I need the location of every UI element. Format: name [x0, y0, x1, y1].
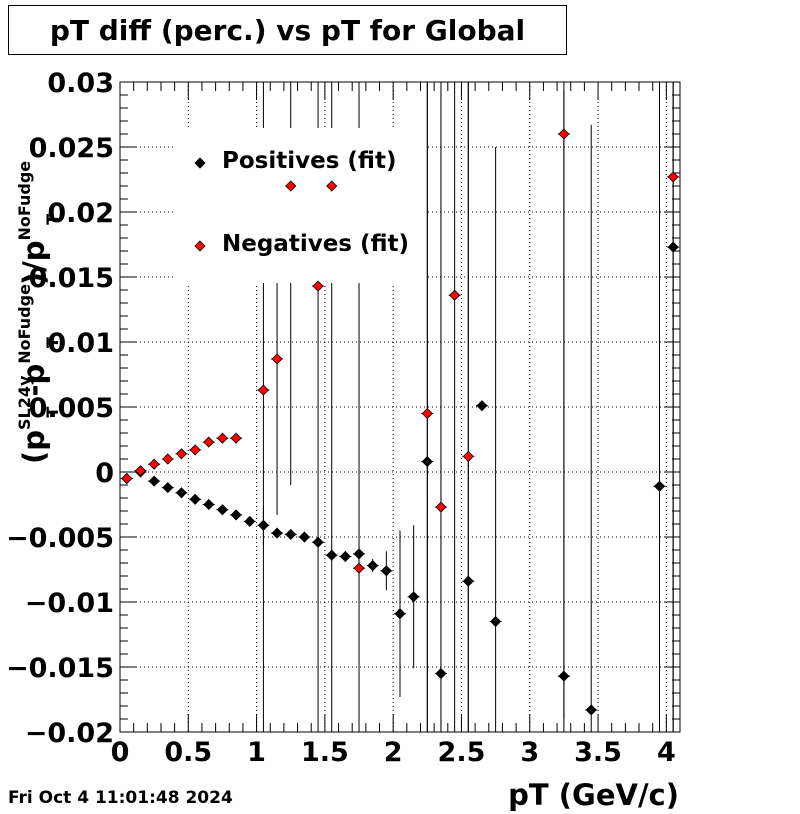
legend-marker-0 [194, 157, 206, 169]
data-point-s1-p17 [449, 289, 461, 301]
data-point-s0-p27 [558, 670, 570, 682]
data-point-s0-p14 [312, 536, 324, 548]
data-point-s0-p18 [367, 560, 379, 572]
y-tick-label-4: 0 [95, 458, 114, 489]
x-tick-label-8: 4 [657, 737, 676, 768]
x-axis-label: pT (GeV/c) [508, 778, 679, 812]
data-point-s1-p19 [558, 128, 570, 140]
data-point-s0-p7 [216, 504, 229, 516]
data-point-s0-p25 [476, 400, 488, 412]
data-point-s0-p12 [285, 528, 297, 540]
data-point-s1-p18 [462, 450, 474, 462]
data-point-s0-p19 [380, 565, 392, 577]
data-point-s1-p11 [285, 180, 297, 192]
data-point-s0-p5 [189, 493, 201, 505]
data-point-s0-p11 [271, 527, 283, 539]
data-point-s0-p8 [230, 509, 242, 521]
y-tick-label-9: 0.025 [29, 133, 114, 164]
x-tick-label-4: 2 [384, 737, 403, 768]
data-point-s0-p28 [585, 704, 597, 716]
data-point-s1-p4 [175, 448, 188, 460]
data-point-s1-p7 [216, 432, 229, 444]
tick-labels: 0 0.5 1 1.5 2 2.5 3 3.5 4 −0.02 −0.015 −0.01 −0.005 0… [6, 68, 676, 768]
data-point-s1-p1 [134, 465, 147, 477]
y-tick-label-1: −0.015 [6, 653, 114, 684]
data-point-s1-p8 [230, 432, 242, 444]
data-point-s0-p2 [148, 475, 160, 487]
data-point-s0-p13 [298, 531, 310, 543]
datestamp: Fri Oct 4 11:01:48 2024 [8, 788, 233, 808]
x-tick-label-2: 1 [247, 737, 266, 768]
y-tick-label-6: 0.01 [47, 328, 114, 359]
chart-title: pT diff (perc.) vs pT for Global [8, 5, 567, 55]
axis-ticks [119, 81, 681, 733]
data-point-s0-p23 [435, 667, 447, 680]
y-tick-label-2: −0.01 [25, 588, 114, 619]
x-tick-label-3: 1.5 [301, 737, 349, 768]
y-tick-label-10: 0.03 [47, 68, 114, 99]
data-point-s1-p14 [353, 562, 365, 574]
x-tick-label-7: 3.5 [574, 737, 622, 768]
data-point-s1-p3 [162, 453, 174, 465]
data-markers [121, 128, 679, 716]
legend-markers [194, 157, 206, 252]
legend-label-negatives: Negatives (fit) [222, 231, 410, 257]
y-tick-label-5: 0.005 [29, 393, 114, 424]
y-axis-label: (pSL24y T -pNoFudge T)/pNoFudge T [15, 161, 62, 464]
x-tick-label-0: 0 [111, 737, 130, 768]
y-tick-label-0: −0.02 [25, 718, 114, 749]
data-point-s0-p22 [421, 456, 433, 468]
data-point-s0-p21 [408, 591, 420, 603]
data-point-s1-p5 [189, 444, 201, 456]
data-point-s1-p13 [326, 180, 338, 192]
data-point-s1-p6 [203, 436, 215, 448]
data-point-s1-p12 [312, 280, 324, 292]
data-point-s1-p15 [421, 407, 433, 420]
data-point-s1-p16 [435, 501, 447, 513]
data-point-s0-p15 [326, 549, 338, 561]
data-point-s0-p20 [394, 608, 406, 620]
legend-box [176, 128, 426, 283]
data-point-s1-p2 [148, 458, 160, 470]
legend-label-positives: Positives (fit) [222, 148, 397, 174]
x-tick-label-5: 2.5 [438, 737, 486, 768]
data-point-s0-p30 [667, 241, 679, 253]
legend-marker-1 [194, 240, 206, 252]
data-point-s0-p29 [653, 480, 666, 492]
y-tick-label-7: 0.015 [29, 263, 114, 294]
data-point-s0-p9 [244, 515, 256, 527]
y-tick-label-8: 0.02 [47, 198, 114, 229]
data-point-s0-p16 [339, 550, 351, 563]
data-point-s1-p10 [271, 353, 283, 365]
data-point-s1-p9 [257, 384, 269, 396]
x-tick-label-1: 0.5 [164, 737, 212, 768]
x-tick-label-6: 3 [520, 737, 539, 768]
data-point-s1-p0 [121, 472, 133, 485]
data-point-s0-p10 [257, 519, 269, 531]
data-point-s0-p3 [162, 482, 174, 494]
data-point-s0-p6 [203, 498, 215, 511]
data-point-s0-p26 [490, 615, 502, 628]
data-point-s1-p20 [667, 171, 679, 183]
data-point-s0-p4 [175, 487, 188, 499]
y-tick-label-3: −0.005 [6, 523, 114, 554]
data-point-s0-p24 [462, 575, 474, 587]
data-point-s0-p17 [353, 548, 365, 560]
